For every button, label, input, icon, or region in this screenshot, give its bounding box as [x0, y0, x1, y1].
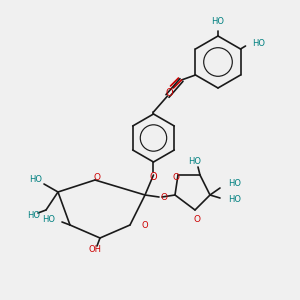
Text: OH: OH: [88, 245, 101, 254]
Text: HO: HO: [228, 196, 241, 205]
Text: HO: HO: [42, 215, 55, 224]
Text: O: O: [160, 193, 167, 202]
Text: O: O: [142, 220, 148, 230]
Text: O: O: [172, 172, 179, 182]
Text: HO: HO: [253, 38, 266, 47]
Text: HO: HO: [29, 176, 43, 184]
Text: O: O: [150, 172, 157, 182]
Text: HO: HO: [228, 178, 241, 188]
Text: HO: HO: [28, 211, 40, 220]
Text: O: O: [94, 173, 100, 182]
Text: O: O: [194, 215, 200, 224]
Text: O: O: [166, 88, 173, 98]
Text: HO: HO: [188, 157, 202, 166]
Text: HO: HO: [212, 17, 224, 26]
